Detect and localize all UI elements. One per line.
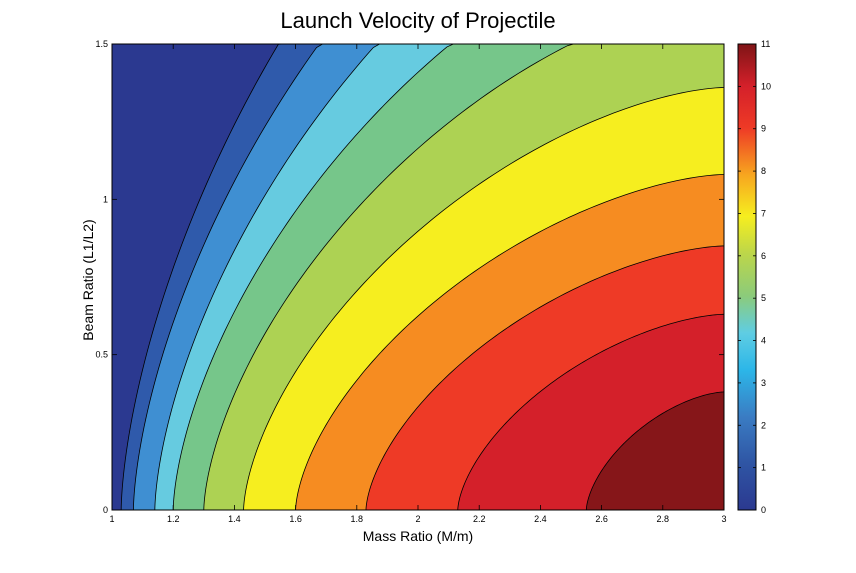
contour-line-10 — [585, 391, 725, 511]
x-tick-label-1.8: 1.8 — [351, 514, 364, 524]
x-tick-label-2.4: 2.4 — [534, 514, 547, 524]
x-tick-label-1: 1 — [109, 514, 114, 524]
contour-fill-9-10 — [457, 44, 724, 510]
x-axis-label: Mass Ratio (M/m) — [362, 528, 474, 544]
colorbar-tick-label-8: 8 — [761, 166, 766, 176]
y-tick-label-1: 1 — [103, 194, 108, 204]
colorbar — [737, 43, 757, 511]
colorbar-tick-label-11: 11 — [761, 39, 770, 49]
y-tick-label-0.5: 0.5 — [95, 350, 108, 360]
contour-line-9 — [457, 313, 725, 511]
x-tick-label-1.6: 1.6 — [289, 514, 302, 524]
x-tick-label-1.2: 1.2 — [167, 514, 180, 524]
colorbar-tick-label-5: 5 — [761, 293, 766, 303]
contour-line-6 — [243, 87, 725, 511]
colorbar-tick-label-3: 3 — [761, 378, 766, 388]
colorbar-tick-label-9: 9 — [761, 124, 766, 134]
x-tick-label-2.6: 2.6 — [595, 514, 608, 524]
contour-line-8 — [365, 245, 725, 511]
colorbar-tick-label-7: 7 — [761, 208, 766, 218]
colorbar-tick-label-6: 6 — [761, 251, 766, 261]
contour-line-7 — [295, 174, 725, 511]
y-tick-label-1.5: 1.5 — [95, 39, 108, 49]
y-axis-label: Beam Ratio (L1/L2) — [80, 219, 96, 341]
colorbar-tick-label-10: 10 — [761, 81, 771, 91]
colorbar-tick-label-0: 0 — [761, 505, 766, 515]
x-tick-label-2.2: 2.2 — [473, 514, 486, 524]
chart-title: Launch Velocity of Projectile — [280, 8, 556, 33]
colorbar-tick-label-2: 2 — [761, 420, 766, 430]
x-tick-label-1.4: 1.4 — [228, 514, 241, 524]
y-tick-label-0: 0 — [103, 505, 108, 515]
x-tick-label-2.8: 2.8 — [657, 514, 670, 524]
colorbar-tick-label-4: 4 — [761, 336, 766, 346]
contour-fill-10-11 — [586, 44, 724, 510]
x-tick-label-2: 2 — [415, 514, 420, 524]
x-tick-label-3: 3 — [721, 514, 726, 524]
colorbar-tick-label-1: 1 — [761, 463, 766, 473]
